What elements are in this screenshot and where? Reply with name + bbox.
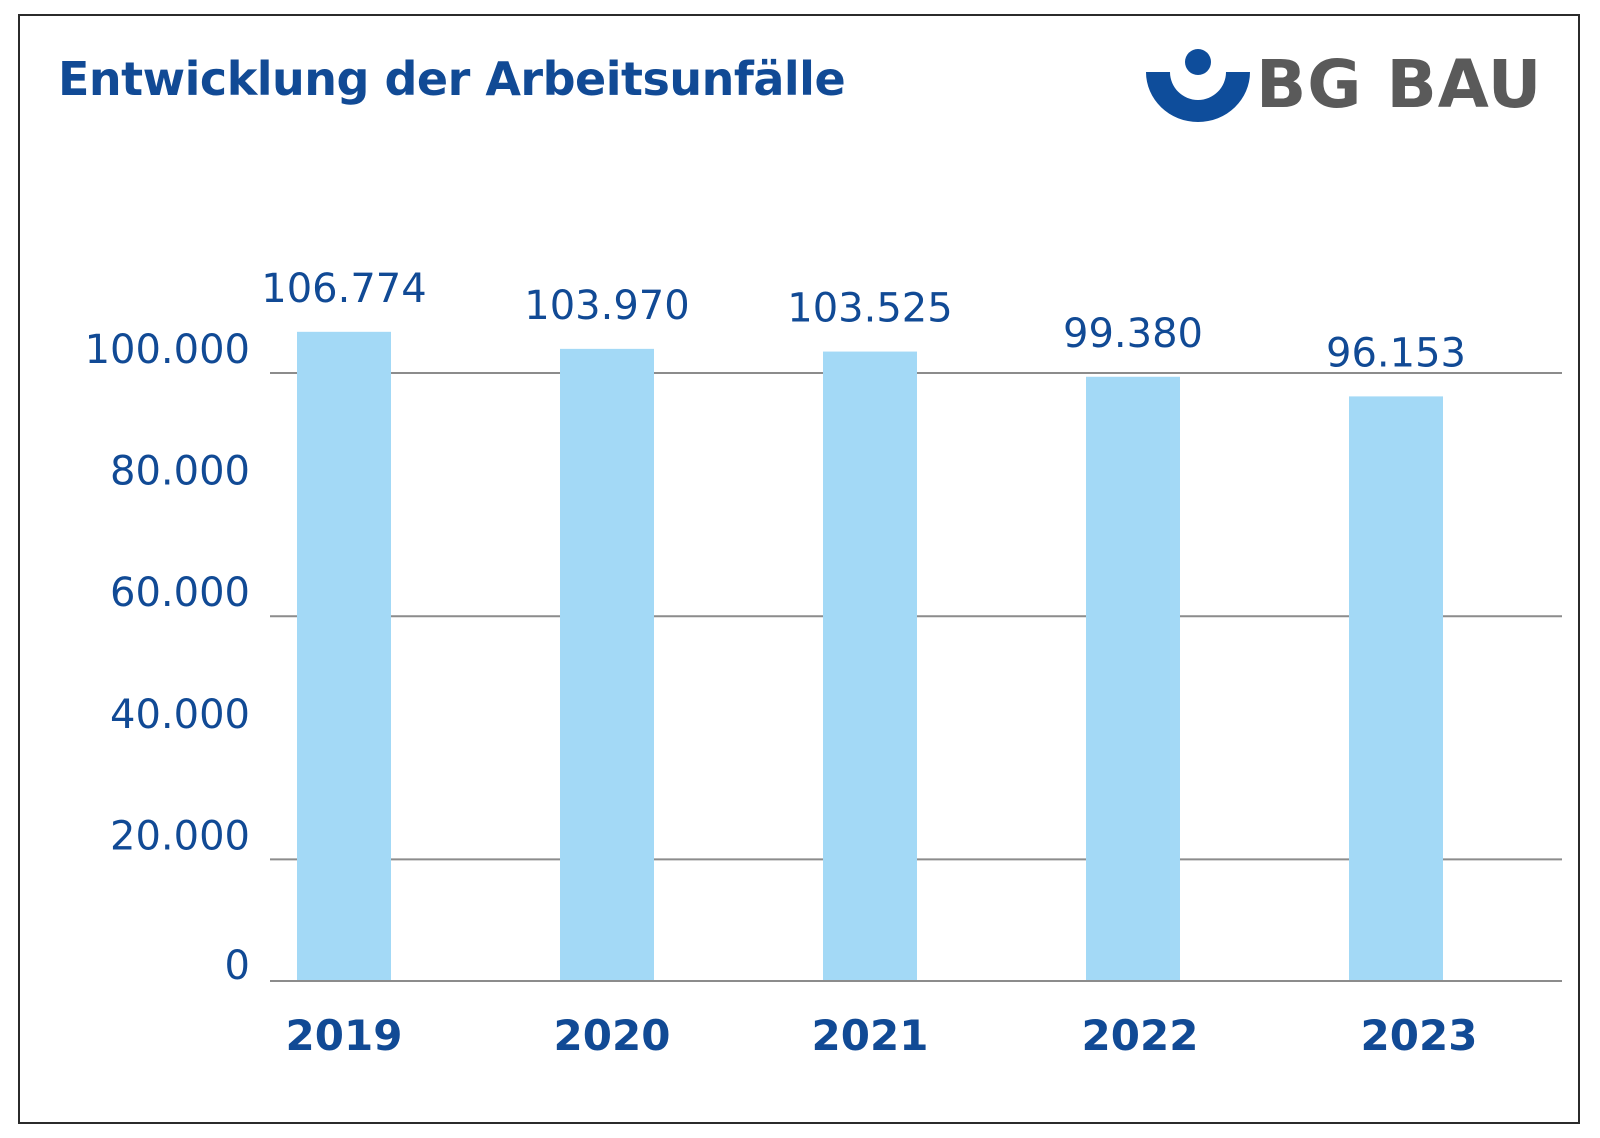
- bg-bau-logo-icon: [1146, 49, 1250, 122]
- bar-2020: [560, 348, 654, 981]
- y-tick-label: 80.000: [110, 449, 250, 495]
- y-tick-label: 20.000: [110, 813, 250, 859]
- data-label-2020: 103.970: [524, 283, 689, 329]
- y-tick-label: 0: [225, 943, 250, 989]
- data-label-2022: 99.380: [1063, 311, 1203, 357]
- logo-bowl-icon: [1146, 72, 1250, 122]
- data-label-2023: 96.153: [1326, 330, 1466, 376]
- x-tick-label: 2019: [286, 1011, 403, 1060]
- x-tick-label: 2023: [1361, 1011, 1478, 1060]
- logo-text: BG BAU: [1256, 46, 1543, 123]
- bar-2023: [1349, 396, 1443, 981]
- logo-head-icon: [1185, 49, 1211, 75]
- y-tick-label: 40.000: [110, 692, 250, 738]
- data-label-2019: 106.774: [261, 266, 426, 312]
- bar-2019: [297, 331, 391, 981]
- bar-2022: [1086, 376, 1180, 981]
- x-tick-label: 2021: [812, 1011, 929, 1060]
- chart-frame: [18, 14, 1580, 1124]
- data-label-2021: 103.525: [787, 286, 952, 332]
- x-tick-label: 2020: [554, 1011, 671, 1060]
- chart-title: Entwicklung der Arbeitsunfälle: [58, 52, 846, 106]
- bar-2021: [823, 351, 917, 981]
- y-tick-label: 60.000: [110, 570, 250, 616]
- y-tick-label: 100.000: [85, 327, 250, 373]
- x-tick-label: 2022: [1082, 1011, 1199, 1060]
